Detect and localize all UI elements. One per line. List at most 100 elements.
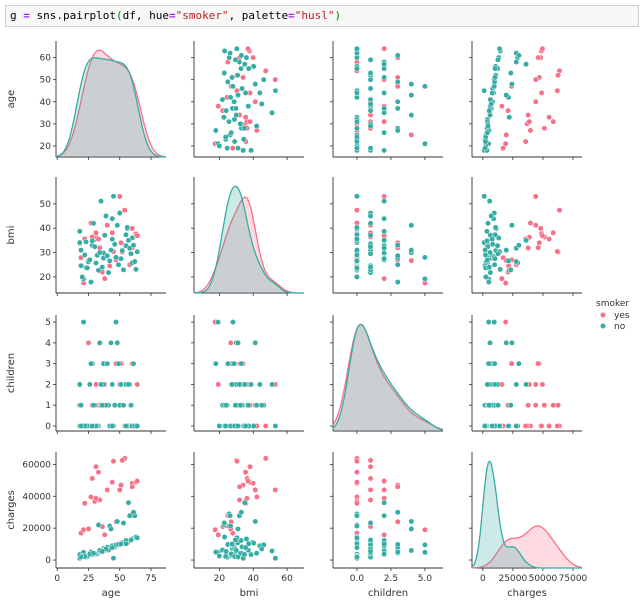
scatter-point-yes <box>539 232 546 239</box>
scatter-point-no <box>515 52 522 59</box>
scatter-point-no <box>381 551 388 557</box>
scatter-point-yes <box>408 131 415 138</box>
kde-fill-no <box>472 461 582 568</box>
x-tick-label: 50 <box>114 574 126 584</box>
panel-charges-vs-children: 0.0 2.5 5.0 <box>330 452 443 584</box>
code-cell[interactable]: g = sns.pairplot(df, hue="smoker", palet… <box>5 5 639 27</box>
scatter-point-no <box>227 523 234 529</box>
scatter-point-yes <box>272 486 279 493</box>
scatter-point-no <box>130 242 137 249</box>
x-tick-label: 0.0 <box>350 574 365 584</box>
scatter-point-yes <box>129 225 136 232</box>
scatter-point-no <box>394 279 401 285</box>
scatter-point-no <box>88 360 94 367</box>
scatter-point-yes <box>215 103 222 110</box>
scatter-point-no <box>250 540 257 547</box>
scatter-point-no <box>78 262 84 269</box>
scatter-point-yes <box>262 455 269 462</box>
code-token: df, hue <box>122 9 169 22</box>
scatter-point-no <box>76 381 83 388</box>
scatter-point-yes <box>550 229 557 236</box>
scatter-point-no <box>381 198 388 205</box>
scatter-point-no <box>515 360 522 367</box>
scatter-point-no <box>90 402 97 409</box>
scatter-point-no <box>381 129 388 136</box>
scatter-point-no <box>241 499 248 506</box>
scatter-point-no <box>506 114 513 121</box>
scatter-point-no <box>488 213 495 219</box>
scatter-point-no <box>130 360 137 367</box>
scatter-point-no <box>381 512 388 519</box>
scatter-point-yes <box>262 423 269 429</box>
scatter-point-yes <box>550 402 557 409</box>
scatter-point-no <box>109 423 116 429</box>
panel-age-vs-charges <box>469 41 582 160</box>
scatter-point-no <box>95 522 102 528</box>
x-tick-label: 75000 <box>559 574 588 584</box>
scatter-point-no <box>86 256 93 263</box>
scatter-point-yes <box>109 479 116 486</box>
y-axis-label-children: children <box>6 353 17 393</box>
scatter-point-no <box>120 402 127 409</box>
scatter-point-no <box>242 89 249 96</box>
scatter-point-no <box>93 260 99 266</box>
scatter-point-no <box>221 534 228 540</box>
scatter-point-yes <box>541 125 548 132</box>
scatter-point-no <box>120 266 127 273</box>
scatter-point-no <box>484 237 491 244</box>
scatter-point-yes <box>119 457 126 464</box>
scatter-point-no <box>248 551 254 558</box>
y-tick-label: 40000 <box>22 492 51 502</box>
scatter-point-no <box>128 250 134 257</box>
scatter-point-yes <box>525 402 532 409</box>
scatter-point-no <box>492 231 499 238</box>
scatter-point-no <box>496 423 503 429</box>
x-tick-label: 0 <box>54 574 60 584</box>
scatter-point-yes <box>550 118 557 125</box>
code-token: "husl" <box>294 9 335 22</box>
scatter-point-yes <box>353 458 360 465</box>
scatter-point-no <box>113 254 119 261</box>
scatter-point-no <box>212 549 219 556</box>
scatter-point-no <box>381 74 388 81</box>
scatter-point-no <box>128 402 134 409</box>
scatter-point-no <box>408 547 415 554</box>
scatter-point-no <box>495 402 501 409</box>
panel-age-vs-bmi <box>191 41 304 160</box>
scatter-point-no <box>103 213 109 219</box>
scatter-point-no <box>89 237 96 244</box>
scatter-point-no <box>381 540 388 547</box>
scatter-point-no <box>272 423 279 429</box>
panel-children-vs-bmi <box>191 315 304 434</box>
scatter-point-yes <box>536 239 543 246</box>
scatter-point-yes <box>252 486 259 493</box>
scatter-point-yes <box>381 478 388 484</box>
scatter-point-no <box>367 250 374 257</box>
scatter-point-no <box>353 45 360 52</box>
scatter-point-no <box>353 257 360 264</box>
x-tick-label: 5.0 <box>418 574 433 584</box>
scatter-point-no <box>353 89 360 96</box>
scatter-point-no <box>269 109 275 116</box>
scatter-point-no <box>491 360 498 367</box>
scatter-point-no <box>221 114 227 121</box>
scatter-point-no <box>241 125 248 132</box>
scatter-point-no <box>123 231 129 238</box>
scatter-point-no <box>353 273 360 280</box>
scatter-point-no <box>99 548 106 555</box>
panel-bmi-vs-charges <box>469 177 582 296</box>
scatter-point-yes <box>532 98 539 105</box>
kde-fill-no <box>56 57 166 157</box>
scatter-point-yes <box>541 402 548 409</box>
kde-line-no <box>471 460 582 569</box>
scatter-point-no <box>235 526 241 532</box>
scatter-point-yes <box>554 87 561 94</box>
y-tick-label: 30 <box>40 120 52 130</box>
scatter-point-no <box>235 92 241 99</box>
scatter-point-no <box>134 534 141 541</box>
scatter-point-no <box>252 81 259 88</box>
scatter-point-no <box>232 402 239 409</box>
code-input[interactable]: g = sns.pairplot(df, hue="smoker", palet… <box>10 9 341 22</box>
scatter-point-no <box>523 237 530 244</box>
scatter-point-no <box>237 402 244 409</box>
